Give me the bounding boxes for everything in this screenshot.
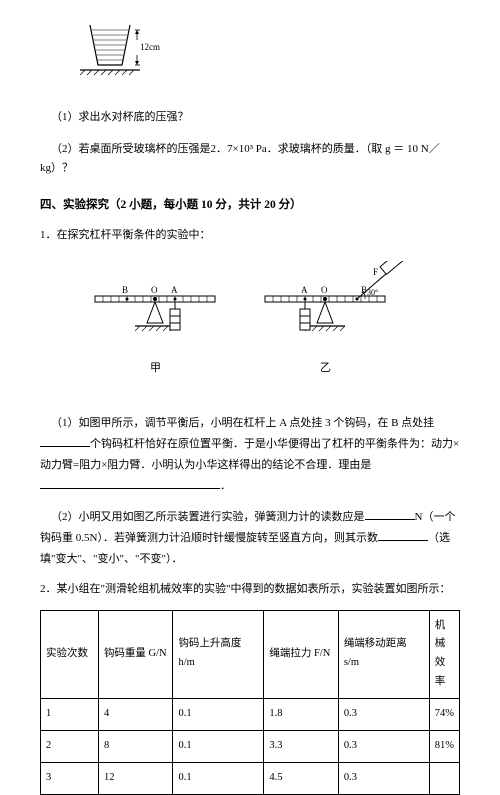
svg-text:O: O <box>321 285 328 295</box>
cup-height-label: 12cm <box>140 42 160 52</box>
table-cell: 12 <box>98 762 173 794</box>
table-header-cell: 绳端移动距离 s/m <box>338 610 429 699</box>
cup-diagram: 12cm <box>80 20 460 93</box>
sub-question-2: （2）小明又用如图乙所示装置进行实验，弹簧测力计的读数应是N（一个钩码重 0.5… <box>40 507 460 570</box>
table-cell: 4 <box>98 699 173 731</box>
data-table: 实验次数钩码重量 G/N钩码上升高度 h/m绳端拉力 F/N绳端移动距离 s/m… <box>40 610 460 795</box>
table-header-cell: 绳端拉力 F/N <box>264 610 338 699</box>
question-1: （1）求出水对杯底的压强？ <box>40 108 460 128</box>
table-row: 3120.14.50.3 <box>41 762 460 794</box>
table-cell <box>429 762 459 794</box>
table-cell: 0.3 <box>338 699 429 731</box>
lever-diagrams: B O A 甲 <box>40 261 460 399</box>
table-cell: 0.1 <box>173 762 264 794</box>
table-header-cell: 钩码重量 G/N <box>98 610 173 699</box>
table-cell: 3.3 <box>264 730 338 762</box>
table-cell: 4.5 <box>264 762 338 794</box>
svg-text:A: A <box>171 285 178 295</box>
question-2: （2）若桌面所受玻璃杯的压强是2．7×10³ Pa．求玻璃杯的质量．（取 g ＝… <box>40 140 460 180</box>
table-header-cell: 实验次数 <box>41 610 99 699</box>
svg-text:甲: 甲 <box>150 362 161 374</box>
sub1-text-a: （1）如图甲所示，调节平衡后，小明在杠杆上 A 点处挂 3 个钩码，在 B 点处… <box>51 417 434 429</box>
sub1-text-b: 个钩码杠杆恰好在原位置平衡．于是小华便得出了杠杆的平衡条件为：动力×动力臂=阻力… <box>40 438 459 471</box>
table-cell: 2 <box>41 730 99 762</box>
section-4-title: 四、实验探究（2 小题，每小题 10 分，共计 20 分） <box>40 195 460 216</box>
table-header-row: 实验次数钩码重量 G/N钩码上升高度 h/m绳端拉力 F/N绳端移动距离 s/m… <box>41 610 460 699</box>
table-cell: 3 <box>41 762 99 794</box>
svg-text:30°: 30° <box>367 288 378 297</box>
blank-1[interactable] <box>40 435 90 447</box>
table-cell: 74% <box>429 699 459 731</box>
sub1-text-c: ． <box>220 480 231 492</box>
table-cell: 0.3 <box>338 762 429 794</box>
table-body: 140.11.80.374%280.13.30.381%3120.14.50.3 <box>41 699 460 795</box>
problem-2: 2．某小组在"测滑轮组机械效率的实验"中得到的数据如表所示，实验装置如图所示： <box>40 580 460 600</box>
table-cell: 1.8 <box>264 699 338 731</box>
blank-4[interactable] <box>378 529 428 541</box>
table-cell: 8 <box>98 730 173 762</box>
svg-text:乙: 乙 <box>320 361 331 374</box>
table-cell: 1 <box>41 699 99 731</box>
table-header-cell: 机械效率 <box>429 610 459 699</box>
svg-text:B: B <box>122 285 128 295</box>
svg-text:O: O <box>151 285 158 295</box>
svg-text:F: F <box>373 267 378 277</box>
blank-2[interactable] <box>40 477 220 489</box>
table-cell: 0.3 <box>338 730 429 762</box>
lever-svg: B O A 甲 <box>85 261 415 391</box>
table-cell: 81% <box>429 730 459 762</box>
problem-1: 1．在探究杠杆平衡条件的实验中： <box>40 226 460 246</box>
table-header-cell: 钩码上升高度 h/m <box>173 610 264 699</box>
table-cell: 0.1 <box>173 730 264 762</box>
sub-question-1: （1）如图甲所示，调节平衡后，小明在杠杆上 A 点处挂 3 个钩码，在 B 点处… <box>40 413 460 497</box>
cup-svg: 12cm <box>80 20 170 85</box>
table-cell: 0.1 <box>173 699 264 731</box>
sub2-text-a: （2）小明又用如图乙所示装置进行实验，弹簧测力计的读数应是 <box>51 511 365 523</box>
table-row: 140.11.80.374% <box>41 699 460 731</box>
svg-text:A: A <box>301 285 308 295</box>
blank-3[interactable] <box>365 508 415 520</box>
table-row: 280.13.30.381% <box>41 730 460 762</box>
